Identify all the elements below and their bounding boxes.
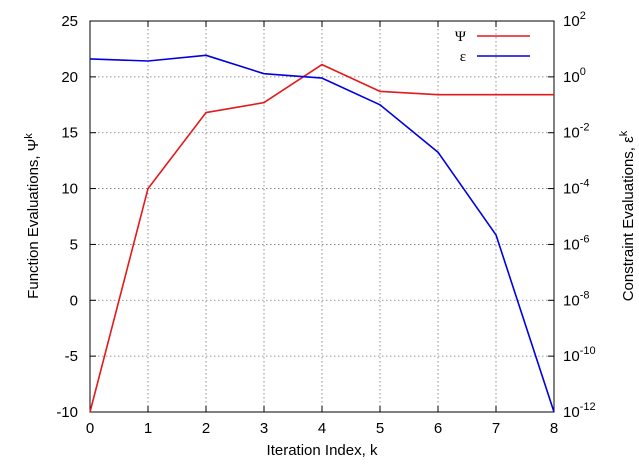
y-tick-label: -10: [56, 404, 78, 421]
x-tick-label: 1: [144, 420, 152, 437]
y2-tick-label: 10-2: [563, 122, 589, 142]
y2-axis-title: Constraint Evaluations, εk: [618, 130, 637, 301]
axis-ticks: 0 1 2 3 4 5 6 7 8 -10 -5 0 5 10 15 20 25 10-12 10-10 10-8 10…: [56, 10, 595, 437]
y-tick-label: 20: [61, 69, 78, 86]
legend: Ψε: [455, 29, 530, 65]
y2-tick-label: 10-6: [563, 233, 589, 253]
series-lines: [89, 54, 555, 413]
x-tick-label: 0: [86, 420, 94, 437]
y-tick-label: 10: [61, 181, 78, 198]
y-tick-label: 25: [61, 13, 78, 30]
series-line-1: [89, 63, 554, 413]
y2-axis-title-superscript: k: [618, 130, 630, 136]
x-tick-label: 5: [376, 420, 384, 437]
x-tick-label: 8: [550, 420, 558, 437]
y-axis-title-superscript: k: [23, 133, 35, 139]
y2-tick-label: 100: [563, 66, 586, 86]
x-tick-label: 6: [434, 420, 442, 437]
grid-lines: [90, 21, 554, 412]
y-tick-label: -5: [65, 348, 78, 365]
y2-tick-label: 10-12: [563, 401, 596, 421]
y2-tick-label: 10-8: [563, 289, 589, 309]
y2-tick-label: 10-10: [563, 345, 596, 365]
y-tick-label: 5: [70, 236, 78, 253]
x-tick-label: 7: [492, 420, 500, 437]
y2-tick-label: 10-4: [563, 178, 589, 198]
y2-tick-label: 102: [563, 10, 586, 30]
x-tick-label: 2: [202, 420, 210, 437]
series-line-2: [89, 54, 555, 413]
x-tick-label: 4: [318, 420, 326, 437]
x-axis-title: Iteration Index, k: [267, 442, 378, 459]
y-tick-label: 15: [61, 125, 78, 142]
legend-label: ε: [460, 49, 466, 65]
legend-label: Ψ: [455, 29, 467, 45]
x-tick-label: 3: [260, 420, 268, 437]
y-tick-label: 0: [70, 292, 78, 309]
y-axis-title: Function Evaluations, Ψk: [23, 133, 42, 299]
